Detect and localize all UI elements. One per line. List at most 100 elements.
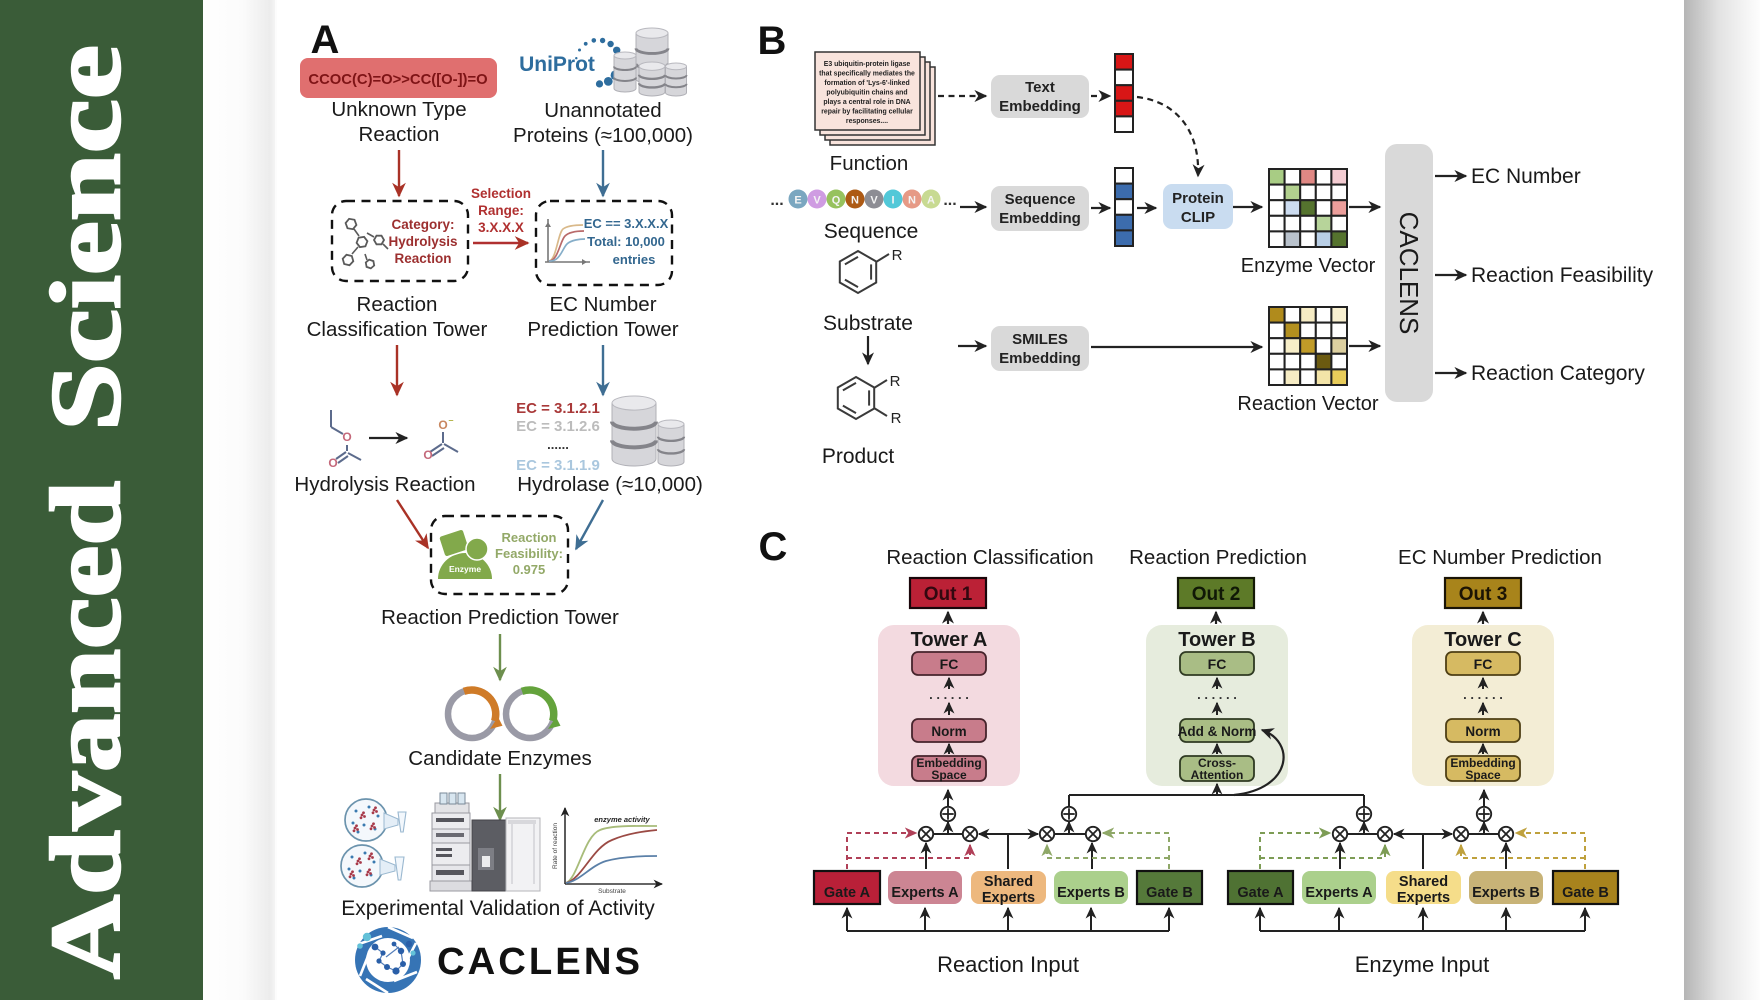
svg-text:Sequence: Sequence [1005,191,1076,208]
svg-text:Norm: Norm [931,724,966,739]
svg-text:SMILES: SMILES [1012,331,1068,348]
svg-text:......: ...... [547,437,569,452]
svg-text:CACLENS: CACLENS [437,941,643,983]
svg-text:O: O [328,456,337,470]
svg-text:. . . . . .: . . . . . . [1463,687,1503,702]
svg-text:Candidate Enzymes: Candidate Enzymes [408,747,591,770]
svg-text:Embedding: Embedding [1450,756,1515,770]
svg-text:Prediction Tower: Prediction Tower [527,318,678,341]
svg-text:Hydrolase (≈10,000): Hydrolase (≈10,000) [517,473,703,496]
svg-text:Reaction Input: Reaction Input [937,952,1079,977]
svg-text:0.975: 0.975 [513,562,546,577]
svg-text:repair by facilitating cellula: repair by facilitating cellular [821,109,913,116]
svg-text:Text: Text [1025,79,1055,96]
svg-text:CCOC(C)=O>>CC([O-])=O: CCOC(C)=O>>CC([O-])=O [308,72,487,88]
svg-text:Reaction: Reaction [394,251,451,266]
svg-text:. . . . . .: . . . . . . [1197,687,1237,702]
svg-text:Product: Product [822,445,895,468]
svg-text:responses....: responses.... [846,118,888,125]
svg-text:Gate A: Gate A [824,885,871,901]
svg-text:Substrate: Substrate [823,312,913,335]
svg-text:FC: FC [1474,656,1493,672]
svg-text:R: R [890,373,901,390]
svg-text:Reaction Prediction Tower: Reaction Prediction Tower [381,606,619,629]
svg-text:Gate B: Gate B [1146,885,1193,901]
svg-text:Rate of reaction: Rate of reaction [552,823,559,869]
svg-text:Tower C: Tower C [1444,629,1521,651]
svg-text:Gate A: Gate A [1237,885,1284,901]
svg-text:E: E [794,195,801,207]
svg-text:FC: FC [1208,656,1227,672]
svg-text:Embedding: Embedding [999,350,1081,367]
svg-text:Tower B: Tower B [1178,629,1255,651]
svg-text:Experts B: Experts B [1472,885,1540,901]
svg-text:3.X.X.X: 3.X.X.X [478,220,524,235]
svg-text:B: B [758,19,787,63]
svg-text:Feasibility:: Feasibility: [495,546,563,561]
svg-text:C: C [759,525,788,569]
svg-text:...: ... [943,192,956,209]
svg-text:Tower A: Tower A [911,629,988,651]
svg-text:N: N [908,195,916,207]
svg-text:Reaction Classification: Reaction Classification [886,546,1093,569]
svg-text:Reaction: Reaction [502,530,557,545]
svg-text:Function: Function [830,152,909,175]
svg-text:CLIP: CLIP [1181,209,1215,226]
svg-text:Total: 10,000: Total: 10,000 [587,234,665,249]
svg-text:polyubiquitin chains and: polyubiquitin chains and [826,90,907,97]
svg-text:–: – [448,415,453,425]
svg-text:I: I [891,195,894,207]
svg-text:Experts: Experts [1397,890,1450,906]
svg-text:UniProt: UniProt [519,53,595,76]
svg-text:EC Number: EC Number [549,293,656,316]
svg-text:Add & Norm: Add & Norm [1178,724,1257,739]
svg-text:entries: entries [613,252,656,267]
svg-text:Reaction: Reaction [357,293,438,316]
svg-text:...: ... [770,192,783,209]
svg-text:Q: Q [832,195,841,207]
svg-text:CACLENS: CACLENS [1394,212,1424,335]
svg-text:Experts B: Experts B [1057,885,1125,901]
svg-text:Norm: Norm [1465,724,1500,739]
svg-text:EC Number Prediction: EC Number Prediction [1398,546,1602,569]
svg-text:Hydrolysis Reaction: Hydrolysis Reaction [294,473,475,496]
svg-text:O: O [438,418,447,432]
svg-text:FC: FC [940,656,959,672]
svg-text:. . . . . .: . . . . . . [929,687,969,702]
svg-text:that specifically mediates the: that specifically mediates the [819,71,915,78]
svg-text:Reaction Vector: Reaction Vector [1237,393,1379,415]
svg-text:Reaction: Reaction [359,123,440,146]
svg-text:Protein: Protein [1172,190,1224,207]
svg-text:Category:: Category: [391,217,454,232]
svg-text:Cross-: Cross- [1198,756,1236,770]
svg-text:O: O [423,448,432,462]
svg-text:EC = 3.1.1.9: EC = 3.1.1.9 [516,457,600,474]
svg-text:enzyme activity: enzyme activity [594,815,650,824]
svg-text:E3 ubiquitin-protein ligase: E3 ubiquitin-protein ligase [824,61,911,68]
svg-text:Experts A: Experts A [891,885,959,901]
svg-text:plays a central role in DNA: plays a central role in DNA [823,99,910,106]
svg-text:Embedding: Embedding [916,756,981,770]
svg-text:Reaction Category: Reaction Category [1471,362,1645,385]
svg-text:Unannotated: Unannotated [544,99,661,122]
svg-text:Substrate: Substrate [598,888,626,895]
svg-text:Hydrolysis: Hydrolysis [388,234,457,249]
svg-text:Experimental Validation of Act: Experimental Validation of Activity [341,897,655,920]
svg-text:Enzyme Input: Enzyme Input [1355,952,1490,977]
svg-text:Gate B: Gate B [1562,885,1609,901]
svg-text:Reaction Feasibility: Reaction Feasibility [1471,264,1654,287]
svg-text:Space: Space [931,768,967,782]
svg-text:R: R [891,410,902,427]
svg-text:N: N [851,195,859,207]
svg-text:Shared: Shared [1399,874,1448,890]
svg-text:EC = 3.1.2.1: EC = 3.1.2.1 [516,400,600,417]
svg-text:Proteins (≈100,000): Proteins (≈100,000) [513,124,693,147]
svg-text:Experts A: Experts A [1305,885,1373,901]
svg-text:V: V [870,195,878,207]
svg-text:Shared: Shared [984,874,1033,890]
svg-text:R: R [892,247,903,264]
svg-text:Classification Tower: Classification Tower [307,318,488,341]
svg-text:Enzyme: Enzyme [449,564,481,574]
svg-text:EC == 3.X.X.X: EC == 3.X.X.X [584,216,669,231]
svg-text:Sequence: Sequence [824,220,919,243]
